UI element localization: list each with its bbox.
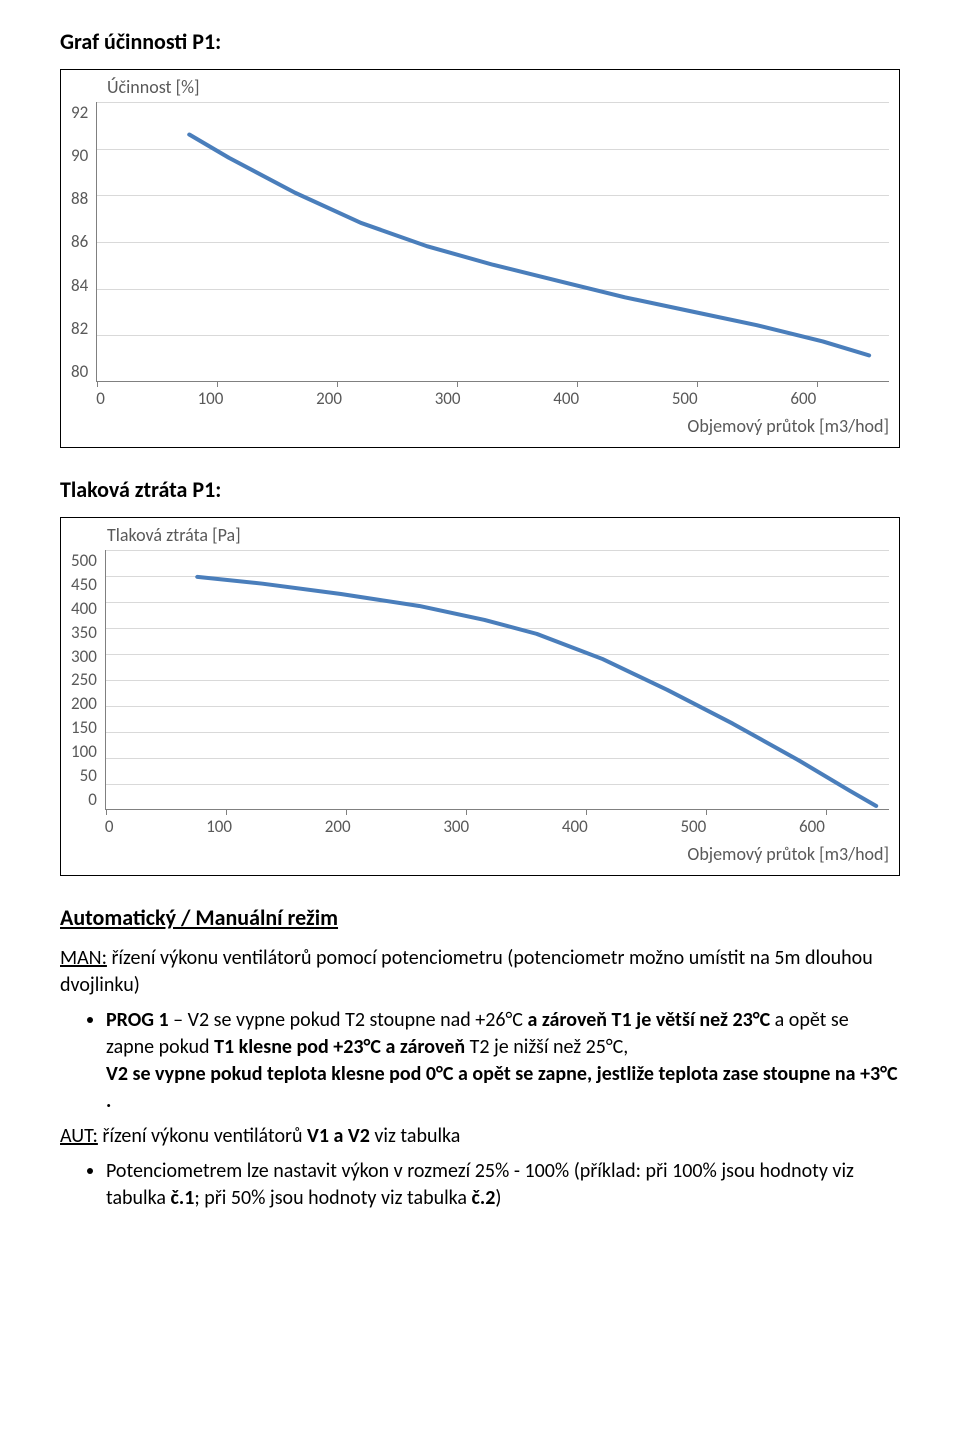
chart-efficiency: Účinnost [%] 92908886848280 010020030040…: [60, 69, 900, 448]
chart1-xlabels: 0100200300400500600: [96, 388, 816, 409]
chart1-ytitle: Účinnost [%]: [107, 76, 889, 98]
man-label: MAN:: [60, 946, 107, 970]
bullet1-bold-b: T1 klesne pod +23°C a zároveň: [214, 1035, 465, 1059]
bullet1-prefix: PROG 1: [106, 1008, 169, 1032]
bullet-prog1: PROG 1 – V2 se vypne pokud T2 stoupne na…: [106, 1007, 900, 1115]
bullet2-c: ): [495, 1186, 501, 1210]
chart2-xtitle: Objemový průtok [m3/hod]: [71, 843, 889, 865]
aut-paragraph: AUT: řízení výkonu ventilátorů V1 a V2 v…: [60, 1123, 900, 1150]
section1-title: Graf účinnosti P1:: [60, 28, 900, 55]
man-text: řízení výkonu ventilátorů pomocí potenci…: [60, 946, 873, 997]
aut-label: AUT:: [60, 1124, 98, 1148]
bullet1-bold-a: a zároveň T1 je větší než 23°C: [527, 1008, 770, 1032]
mode-heading: Automatický / Manuální režim: [60, 904, 900, 931]
chart-pressure: Tlaková ztráta [Pa] 50045040035030025020…: [60, 517, 900, 876]
aut-text2: viz tabulka: [370, 1124, 461, 1148]
chart1-xtitle: Objemový průtok [m3/hod]: [71, 415, 889, 437]
bullet-potenciometr: Potenciometrem lze nastavit výkon v rozm…: [106, 1158, 900, 1212]
man-paragraph: MAN: řízení výkonu ventilátorů pomocí po…: [60, 945, 900, 999]
chart2-ylabels: 500450400350300250200150100500: [71, 550, 105, 810]
chart2-xlabels: 0100200300400500600: [105, 816, 825, 837]
bullet1-c: T2 je nižší než 25°C,: [465, 1035, 628, 1059]
bullet2-bold-a: č.1: [171, 1186, 195, 1210]
chart2-ytitle: Tlaková ztráta [Pa]: [107, 524, 889, 546]
bullet1-bold-c: V2 se vypne pokud teplota klesne pod 0°C…: [106, 1062, 898, 1113]
aut-text: řízení výkonu ventilátorů: [98, 1124, 307, 1148]
section2-title: Tlaková ztráta P1:: [60, 476, 900, 503]
chart2-plot-area: [105, 550, 889, 810]
bullet2-b: ; při 50% jsou hodnoty viz tabulka: [194, 1186, 471, 1210]
aut-bold: V1 a V2: [307, 1124, 370, 1148]
chart1-ylabels: 92908886848280: [71, 102, 96, 382]
bullet2-bold-b: č.2: [472, 1186, 496, 1210]
chart1-plot-area: [96, 102, 889, 382]
bullet1-a: – V2 se vypne pokud T2 stoupne nad +26°C: [169, 1008, 528, 1032]
